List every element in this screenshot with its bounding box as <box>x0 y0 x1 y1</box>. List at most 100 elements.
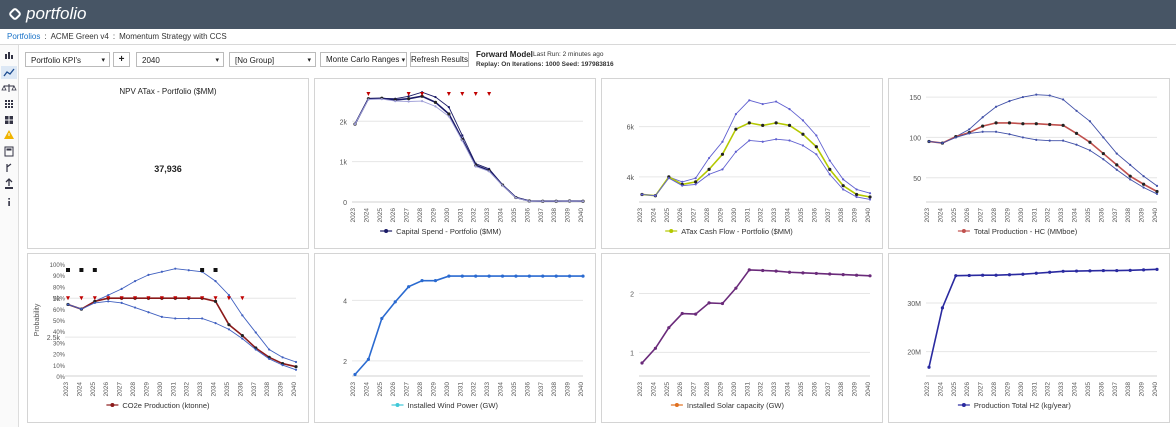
data-point <box>748 139 751 142</box>
info-icon[interactable] <box>8 198 10 206</box>
data-point <box>1021 272 1025 276</box>
x-tick-label: 2040 <box>865 208 872 223</box>
data-point <box>1115 152 1118 155</box>
data-point <box>1102 136 1105 139</box>
x-tick-label: 2032 <box>471 208 478 223</box>
data-point <box>147 273 150 276</box>
data-point <box>720 301 725 306</box>
data-point <box>407 100 410 103</box>
x-tick-label: 2033 <box>771 382 778 397</box>
scale-icon[interactable] <box>1 84 17 92</box>
data-point <box>528 200 531 203</box>
y-tick-label: 20M <box>907 350 921 357</box>
data-point <box>815 153 818 156</box>
x-tick-label: 2034 <box>211 382 218 397</box>
x-tick-label: 2036 <box>524 382 531 397</box>
data-point <box>434 105 437 108</box>
y-tick-label: 6k <box>627 125 635 132</box>
data-point <box>1141 182 1146 186</box>
data-point <box>254 348 257 351</box>
x-tick-label: 2025 <box>951 208 958 223</box>
x-tick-label: 2033 <box>771 208 778 223</box>
y-tick-label: 1 <box>630 350 634 357</box>
data-point <box>1062 139 1065 142</box>
x-tick-label: 2039 <box>565 208 572 223</box>
x-tick-label: 2027 <box>404 382 411 397</box>
bar-chart-icon[interactable] <box>5 52 13 59</box>
warning-icon[interactable] <box>4 130 14 139</box>
chart-panel-total-production: 50 100 150 2023 2024 2025 2026 2027 2028 2029 2030… <box>888 78 1170 249</box>
chart-panel-capital-spend: 0 1k 2k 2023 2024 2025 2026 2027 2028 2029 2030 203… <box>314 78 596 249</box>
x-tick-label: 2027 <box>978 382 985 397</box>
x-tick-label: 2031 <box>744 208 751 223</box>
x-tick-label: 2029 <box>1004 382 1011 397</box>
refresh-results-button[interactable]: Refresh Results <box>410 52 469 67</box>
group-select[interactable]: [No Group] ▾ <box>229 52 316 67</box>
monte-carlo-ranges-button[interactable]: Monte Carlo Ranges ▾ <box>320 52 407 67</box>
x-tick-label: 2032 <box>471 382 478 397</box>
x-tick-label: 2028 <box>704 382 711 397</box>
data-point <box>842 188 845 191</box>
marker-square <box>92 268 97 272</box>
x-tick-label: 2025 <box>951 382 958 397</box>
data-point <box>747 268 751 272</box>
data-point <box>527 274 531 278</box>
data-point <box>828 159 831 162</box>
data-point <box>227 323 231 327</box>
data-point <box>294 365 298 369</box>
probability-tick-label: 100% <box>50 263 66 269</box>
data-point <box>815 134 818 137</box>
x-tick-label: 2040 <box>1152 208 1159 223</box>
data-point <box>868 274 872 278</box>
data-point <box>1061 123 1065 127</box>
data-point <box>1007 273 1012 277</box>
branch-icon[interactable] <box>6 163 12 172</box>
app-logo[interactable]: portfolio <box>7 4 86 24</box>
data-point <box>1021 136 1024 139</box>
series-line <box>928 94 1158 187</box>
calculator-icon[interactable] <box>4 146 14 157</box>
x-tick-label: 2030 <box>731 382 738 397</box>
data-point <box>461 134 464 137</box>
series-line <box>354 98 584 202</box>
add-button[interactable]: + <box>113 52 130 67</box>
x-tick-label: 2034 <box>785 208 792 223</box>
probability-tick-label: 40% <box>53 330 66 336</box>
x-tick-label: 2031 <box>170 382 177 397</box>
x-tick-label: 2038 <box>838 208 845 223</box>
upload-icon[interactable] <box>5 178 13 189</box>
y-tick-label: 30M <box>907 301 921 308</box>
data-point <box>1142 186 1145 189</box>
x-tick-label: 2030 <box>1018 382 1025 397</box>
data-point <box>855 195 858 199</box>
data-point <box>868 198 872 201</box>
probability-tick-label: 10% <box>53 364 66 370</box>
data-point <box>801 132 805 136</box>
x-tick-label: 2036 <box>1098 382 1105 397</box>
data-point <box>775 100 778 103</box>
kpi-value: 37,936 <box>154 164 182 174</box>
data-point <box>1142 175 1145 178</box>
x-tick-label: 2038 <box>264 382 271 397</box>
x-tick-label: 2031 <box>1031 208 1038 223</box>
grid-icon[interactable] <box>5 100 13 108</box>
data-point <box>447 274 451 278</box>
year-select[interactable]: 2040 ▾ <box>136 52 224 67</box>
marker-triangle <box>487 92 492 96</box>
chevron-down-icon: ▾ <box>307 57 311 64</box>
data-point <box>841 184 845 188</box>
data-point <box>407 95 410 98</box>
data-point <box>667 177 670 180</box>
data-point <box>1007 121 1012 125</box>
data-point <box>927 365 931 369</box>
data-point <box>1102 158 1105 161</box>
x-tick-label: 2028 <box>417 382 424 397</box>
line-chart-icon[interactable] <box>1 66 17 79</box>
dashboard-icon[interactable] <box>5 116 13 124</box>
marker-triangle <box>66 296 70 301</box>
kpi-select[interactable]: Portfolio KPI's ▾ <box>25 52 110 67</box>
breadcrumb-portfolios-link[interactable]: Portfolios <box>7 32 41 41</box>
x-tick-label: 2024 <box>363 382 370 397</box>
data-point <box>968 132 971 135</box>
x-tick-label: 2035 <box>511 208 518 223</box>
